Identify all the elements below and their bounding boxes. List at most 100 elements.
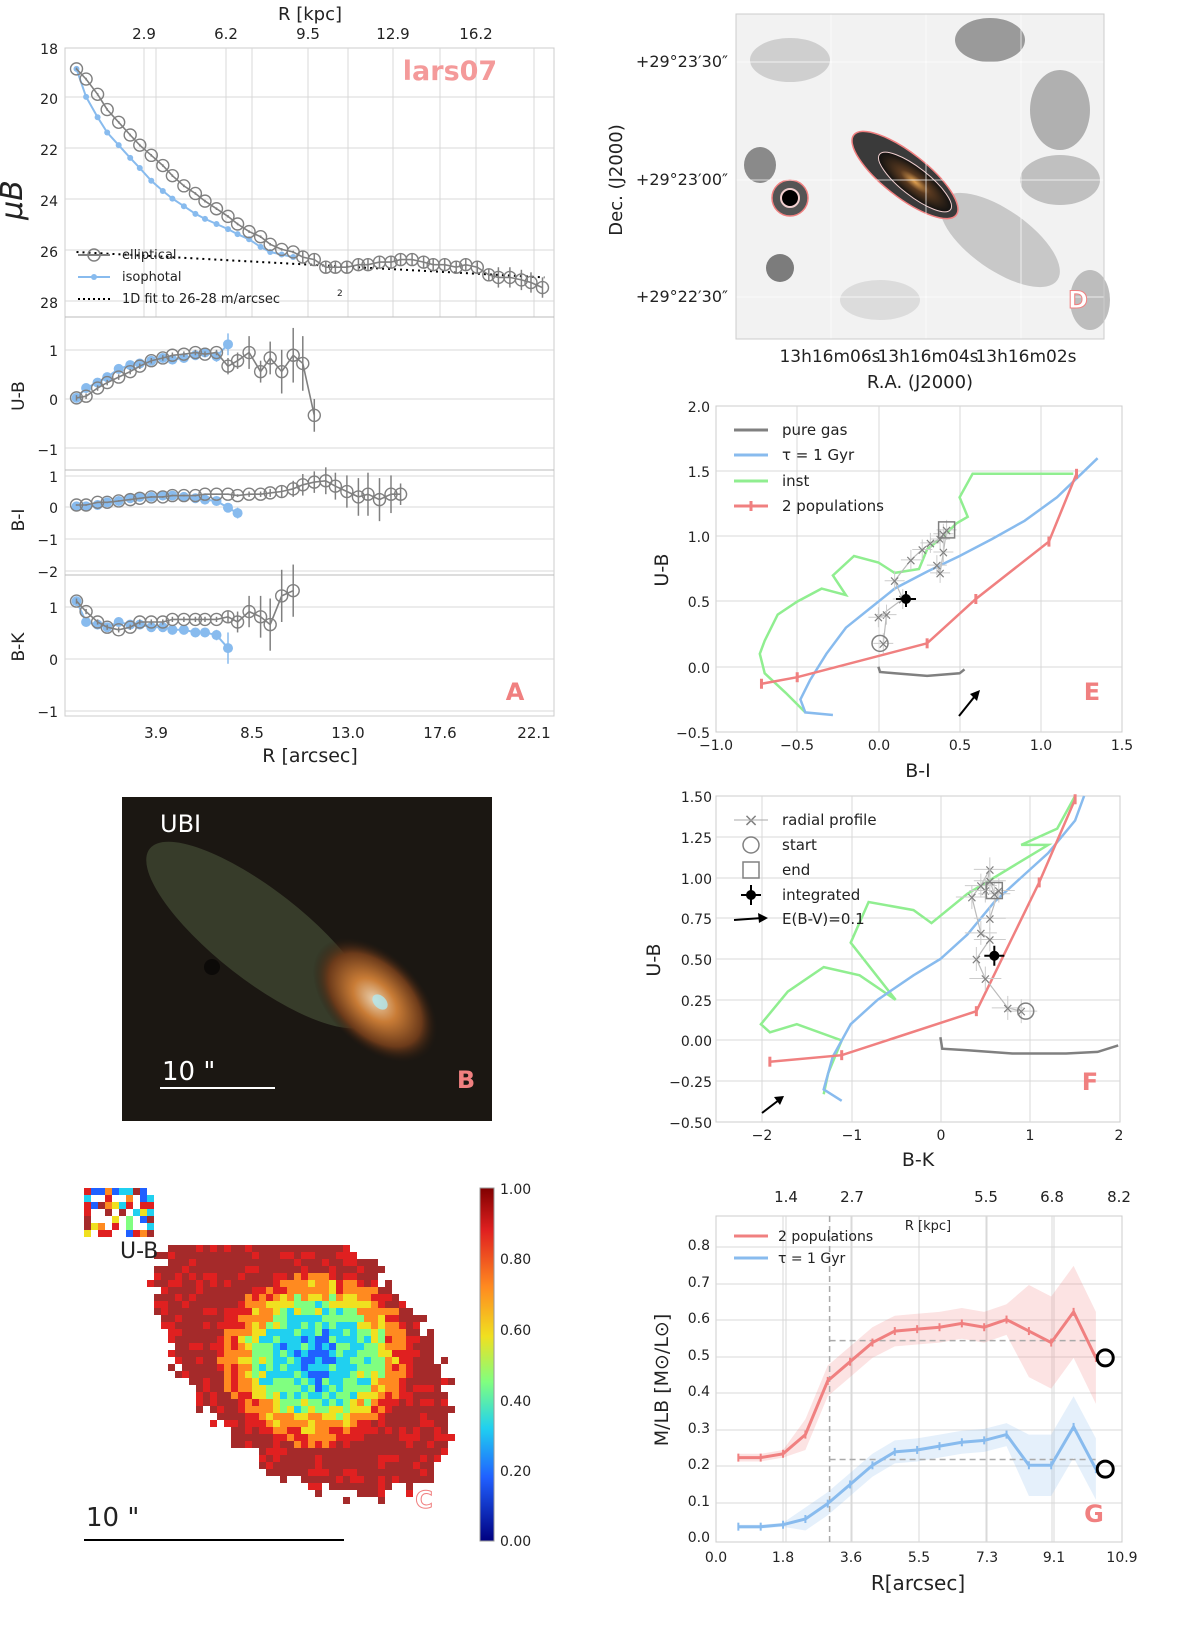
ub-map-pixel [294, 1371, 301, 1378]
ub-map-pixel [217, 1336, 224, 1343]
ub-map-pixel [336, 1343, 343, 1350]
panel-b-scalebar-label: 10 " [162, 1057, 215, 1087]
ub-map-pixel [196, 1245, 203, 1252]
ub-map-pixel [210, 1294, 217, 1301]
ub-map-pixel [154, 1308, 161, 1315]
ub-map-pixel [224, 1385, 231, 1392]
ub-map-pixel [294, 1441, 301, 1448]
ub-map-pixel [287, 1350, 294, 1357]
ub-map-pixel [315, 1490, 322, 1497]
ub-map-pixel [385, 1364, 392, 1371]
radial-profile-point: × [931, 558, 943, 574]
ub-map-pixel [273, 1392, 280, 1399]
ub-map-pixel [196, 1399, 203, 1406]
ub-map-pixel [203, 1399, 210, 1406]
ub-map-pixel [413, 1329, 420, 1336]
ub-map-pixel [392, 1308, 399, 1315]
ub-map-pixel [441, 1357, 448, 1364]
ub-map-pixel [399, 1357, 406, 1364]
A_bi-elliptical-point [156, 490, 170, 504]
ub-map-pixel [315, 1301, 322, 1308]
ub-map-pixel [357, 1294, 364, 1301]
mu-elliptical-point [144, 148, 158, 163]
ub-map-pixel [448, 1378, 455, 1385]
ub-map-pixel [231, 1280, 238, 1287]
mu-tick: 24 [40, 194, 58, 210]
ub-map-pixel [224, 1266, 231, 1273]
ub-map-pixel [308, 1350, 315, 1357]
ub-map-pixel [266, 1315, 273, 1322]
ub-map-pixel [350, 1350, 357, 1357]
e-y-tick: 1.5 [688, 465, 710, 481]
ub-map-pixel [343, 1455, 350, 1462]
ub-map-pixel [336, 1406, 343, 1413]
radial-profile-point: × [979, 972, 991, 988]
ub-map-pixel [357, 1343, 364, 1350]
g-y-tick: 0.8 [688, 1238, 710, 1254]
radial-profile-point: × [937, 545, 949, 561]
ub-map-pixel [301, 1378, 308, 1385]
ub-map-pixel [273, 1441, 280, 1448]
ub-map-pixel [189, 1350, 196, 1357]
ub-map-pixel [420, 1343, 427, 1350]
ub-map-pixel [364, 1371, 371, 1378]
ub-map-pixel [245, 1245, 252, 1252]
ub-map-pixel [301, 1392, 308, 1399]
ub-map-pixel [245, 1441, 252, 1448]
mu-tick: 18 [40, 42, 58, 58]
ub-map-pixel [294, 1462, 301, 1469]
ub-map-pixel [427, 1329, 434, 1336]
ub-map-pixel [266, 1448, 273, 1455]
A_bi-isophotal-point [178, 491, 189, 502]
ub-map-pixel [301, 1427, 308, 1434]
ub-map-pixel [280, 1357, 287, 1364]
ub-map-pixel [406, 1441, 413, 1448]
ub-map-pixel [406, 1350, 413, 1357]
ub-map-pixel [224, 1357, 231, 1364]
ub-map-pixel [147, 1280, 154, 1287]
ub-map-pixel [287, 1343, 294, 1350]
ub-map-pixel [308, 1448, 315, 1455]
ub-map-pixel [392, 1315, 399, 1322]
ub-map-pixel [217, 1266, 224, 1273]
ub-map-pixel [119, 1209, 126, 1216]
ub-map-pixel [392, 1406, 399, 1413]
ub-map-pixel [364, 1476, 371, 1483]
ub-map-pixel [371, 1294, 378, 1301]
ub-map-pixel [259, 1392, 266, 1399]
ub-map-pixel [217, 1287, 224, 1294]
ub-map-pixel [315, 1322, 322, 1329]
ub-map-pixel [196, 1378, 203, 1385]
ub-map-pixel [378, 1385, 385, 1392]
ub-map-pixel [322, 1350, 329, 1357]
ub-map-pixel [273, 1259, 280, 1266]
dark-spot [204, 959, 220, 975]
ub-map-pixel [224, 1252, 231, 1259]
ub-map-pixel [224, 1399, 231, 1406]
legend-g-pop-label: 2 populations [778, 1229, 873, 1245]
ub-map-pixel [336, 1308, 343, 1315]
ub-map-pixel [273, 1448, 280, 1455]
ub-map-pixel [329, 1371, 336, 1378]
ub-map-pixel [252, 1336, 259, 1343]
ub-map-pixel [238, 1427, 245, 1434]
ub-map-pixel [189, 1301, 196, 1308]
A_bi-elliptical-point [69, 498, 84, 512]
ub-map-pixel [245, 1371, 252, 1378]
A_ub-elliptical-point [230, 354, 245, 368]
mu-tick: 28 [40, 296, 58, 312]
ub-map-pixel [294, 1364, 301, 1371]
ub-map-pixel [91, 1188, 98, 1195]
g-top-tick: 2.7 [840, 1188, 864, 1206]
ub-map-pixel [308, 1308, 315, 1315]
ub-map-pixel [336, 1315, 343, 1322]
ub-map-pixel [420, 1378, 427, 1385]
ub-map-pixel [154, 1266, 161, 1273]
ub-map-pixel [336, 1364, 343, 1371]
ub-map-pixel [371, 1455, 378, 1462]
ub-map-pixel [280, 1336, 287, 1343]
ub-map-pixel [217, 1280, 224, 1287]
ub-map-pixel [266, 1385, 273, 1392]
end-marker [985, 881, 1004, 900]
ub-map-pixel [287, 1273, 294, 1280]
